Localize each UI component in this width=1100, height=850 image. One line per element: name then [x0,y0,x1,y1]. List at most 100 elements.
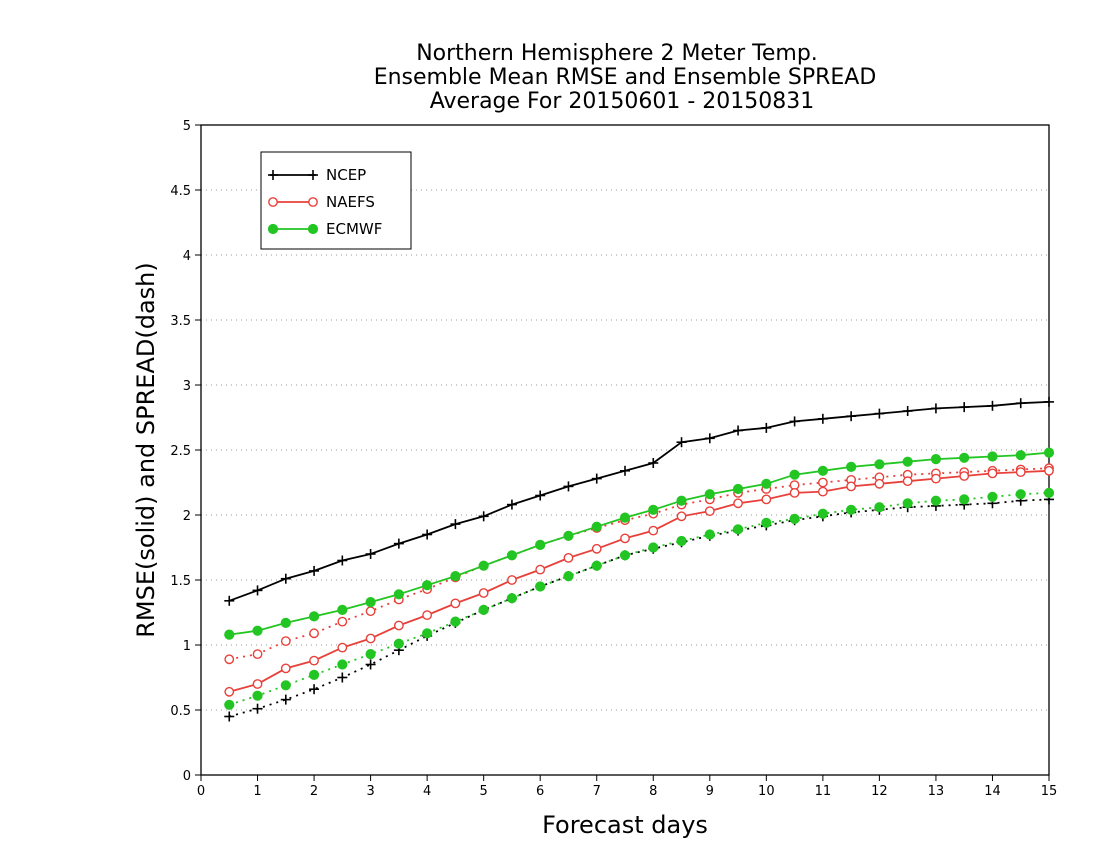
x-tick-label: 3 [366,784,374,799]
y-tick-label: 2.5 [170,444,191,459]
data-point-ecmwf-spread [308,669,320,681]
series-naefs-spread-line [229,467,1050,661]
data-point-ecmwf-rmse [987,451,998,462]
legend-label-ncep: NCEP [326,166,366,184]
data-point-ncep-rmse [337,555,348,566]
data-point-ncep-rmse [761,422,772,433]
data-point-ncep-rmse [563,481,574,492]
data-point-ncep-spread [280,694,291,705]
data-point-naefs-rmse [224,686,235,697]
title-line-3: Average For 20150601 - 20150831 [430,89,815,114]
data-point-naefs-rmse [959,471,970,481]
y-tick-label: 1 [183,639,191,654]
data-point-ecmwf-spread [535,581,546,592]
x-tick-label: 14 [984,784,1001,799]
legend-marker-naefs [308,197,318,207]
data-point-ncep-spread [252,703,263,714]
data-point-ncep-spread [224,711,235,722]
data-point-ecmwf-spread [987,491,998,502]
data-point-ncep-rmse [648,458,659,468]
data-point-ncep-rmse [309,565,320,576]
data-point-naefs-rmse [817,486,828,497]
data-point-ncep-rmse [846,411,857,422]
legend-marker-ecmwf [267,223,279,235]
data-point-ecmwf-rmse [1043,447,1055,458]
data-point-ncep-rmse [930,403,941,414]
axes: 00.511.522.533.544.550 1 2 3 4 5 6 7 8 9 10 11 12 13 1… [170,119,1057,799]
data-point-ncep-rmse [280,573,291,584]
data-point-ncep-rmse [478,511,489,522]
data-point-ncep-rmse [450,519,461,530]
data-point-ecmwf-spread [337,659,348,670]
data-point-ecmwf-spread [224,699,235,710]
data-point-ncep-spread [337,672,348,683]
data-point-naefs-rmse [535,564,546,575]
data-point-ecmwf-spread [902,498,913,509]
data-point-ncep-rmse [817,413,828,424]
data-point-naefs-rmse [620,533,630,544]
data-point-ecmwf-spread [563,571,574,582]
data-point-ecmwf-rmse [308,611,320,622]
data-point-ecmwf-spread [393,638,404,649]
data-point-naefs-rmse [874,478,885,489]
data-point-naefs-rmse [846,481,857,492]
y-tick-label: 1.5 [170,574,191,589]
series-ncep-spread-line [229,498,1050,718]
data-point-ecmwf-rmse [761,478,772,489]
data-point-ecmwf-rmse [535,539,546,551]
data-point-naefs-rmse [789,487,800,498]
data-point-naefs-rmse [337,642,348,653]
data-point-ncep-rmse [789,416,800,427]
data-point-ecmwf-rmse [704,489,715,500]
data-point-ecmwf-spread [450,616,461,627]
data-point-ecmwf-rmse [789,469,800,480]
data-point-naefs-rmse [1015,467,1026,477]
data-point-naefs-spread [280,636,291,646]
data-point-ncep-spread [365,659,376,670]
x-tick-label: 2 [310,784,318,799]
data-point-naefs-rmse [676,511,687,522]
data-point-ncep-rmse [422,529,433,540]
data-point-naefs-rmse [761,494,772,505]
data-point-ecmwf-spread [365,649,376,660]
data-point-ncep-rmse [620,465,630,476]
legend-box [260,151,412,250]
data-point-naefs-rmse [931,473,941,484]
data-point-ecmwf-rmse [930,454,942,465]
x-tick-label: 6 [536,784,544,799]
data-point-ecmwf-spread [422,628,433,639]
data-point-ncep-rmse [591,473,602,484]
y-tick-label: 2 [183,509,191,524]
data-point-naefs-rmse [450,598,461,609]
x-tick-label: 4 [423,784,431,799]
y-tick-label: 4.5 [170,184,191,199]
data-point-ecmwf-rmse [224,629,235,640]
data-point-ecmwf-spread [506,593,518,604]
title-line-1: Northern Hemisphere 2 Meter Temp. [416,41,818,66]
y-tick-label: 0.5 [170,704,191,719]
data-point-ncep-rmse [902,406,913,416]
data-point-ecmwf-spread [591,560,602,571]
data-point-ecmwf-spread [817,508,828,519]
data-point-ecmwf-rmse [619,512,631,523]
grid-lines [201,189,1049,711]
data-point-naefs-spread [337,616,348,627]
data-point-ncep-rmse [506,499,517,510]
data-point-naefs-spread [252,649,263,659]
y-tick-label: 0 [183,769,191,784]
data-point-ecmwf-spread [874,502,885,513]
x-tick-label: 9 [706,784,714,799]
data-point-ecmwf-rmse [478,560,489,571]
legend-marker-ncep [308,170,318,180]
x-axis-label: Forecast days [542,811,708,839]
x-tick-label: 12 [871,784,888,799]
data-point-ecmwf-rmse [280,617,291,629]
x-tick-label: 15 [1041,784,1058,799]
data-point-ncep-rmse [1044,396,1054,407]
data-point-ecmwf-rmse [874,459,885,470]
data-point-ncep-rmse [1015,398,1026,409]
data-point-ecmwf-spread [1043,487,1055,498]
data-point-ncep-rmse [365,549,376,559]
data-point-ncep-rmse [987,400,998,411]
